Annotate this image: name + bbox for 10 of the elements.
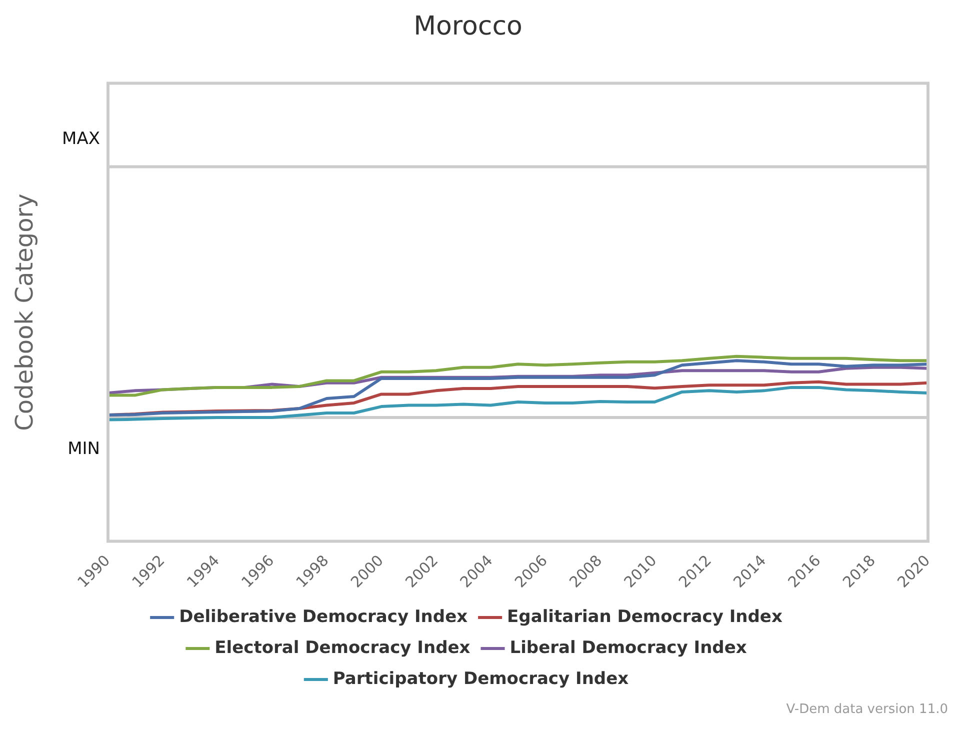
legend-label: Deliberative Democracy Index (179, 606, 468, 627)
legend-label: Participatory Democracy Index (332, 668, 629, 689)
legend-label: Electoral Democracy Index (214, 638, 470, 658)
legend-label: Egalitarian Democracy Index (507, 606, 782, 627)
ref-line-label: MAX (62, 129, 100, 150)
text: V-Dem data version 11.0 (785, 702, 948, 717)
chart-title: Morocco (414, 11, 522, 42)
y-axis-title: Codebook Category (10, 194, 39, 431)
ref-line-label: MIN (68, 438, 100, 459)
legend-label: Liberal Democracy Index (510, 638, 747, 658)
